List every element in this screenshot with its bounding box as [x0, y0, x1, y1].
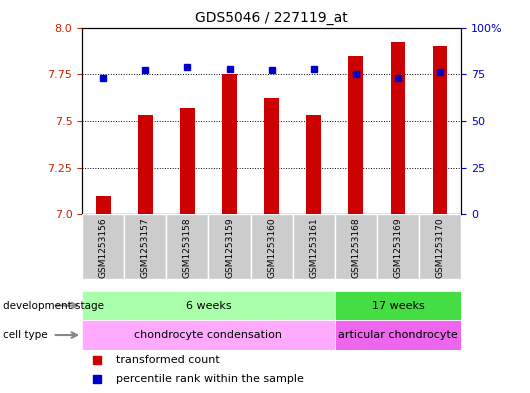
Text: chondrocyte condensation: chondrocyte condensation	[135, 330, 282, 340]
Text: 6 weeks: 6 weeks	[186, 301, 231, 310]
Bar	[138, 115, 153, 214]
Text: articular chondrocyte: articular chondrocyte	[338, 330, 458, 340]
Text: GSM1253161: GSM1253161	[309, 217, 318, 278]
Text: transformed count: transformed count	[116, 354, 220, 365]
Title: GDS5046 / 227119_at: GDS5046 / 227119_at	[195, 11, 348, 25]
Text: cell type: cell type	[3, 330, 47, 340]
Bar	[124, 214, 166, 279]
Text: GSM1253160: GSM1253160	[267, 217, 276, 278]
Bar	[82, 291, 335, 320]
Bar	[335, 214, 377, 279]
Bar	[96, 195, 111, 214]
Text: percentile rank within the sample: percentile rank within the sample	[116, 374, 304, 384]
Bar	[419, 214, 461, 279]
Text: GSM1253169: GSM1253169	[393, 217, 402, 278]
Bar	[348, 55, 363, 214]
Text: GSM1253156: GSM1253156	[99, 217, 108, 278]
Bar	[251, 214, 293, 279]
Text: 17 weeks: 17 weeks	[372, 301, 425, 310]
Text: GSM1253157: GSM1253157	[141, 217, 150, 278]
Bar	[82, 320, 335, 350]
Bar	[293, 214, 335, 279]
Text: GSM1253168: GSM1253168	[351, 217, 360, 278]
Bar	[306, 115, 321, 214]
Text: GSM1253170: GSM1253170	[436, 217, 445, 278]
Bar	[166, 214, 208, 279]
Bar	[208, 214, 251, 279]
Text: GSM1253159: GSM1253159	[225, 217, 234, 278]
Bar	[222, 74, 237, 214]
Bar	[377, 214, 419, 279]
Bar	[391, 42, 405, 214]
Bar	[335, 320, 461, 350]
Bar	[180, 108, 195, 214]
Bar	[264, 98, 279, 214]
Text: development stage: development stage	[3, 301, 104, 310]
Bar	[82, 214, 124, 279]
Text: GSM1253158: GSM1253158	[183, 217, 192, 278]
Bar	[432, 46, 447, 214]
Bar	[335, 291, 461, 320]
